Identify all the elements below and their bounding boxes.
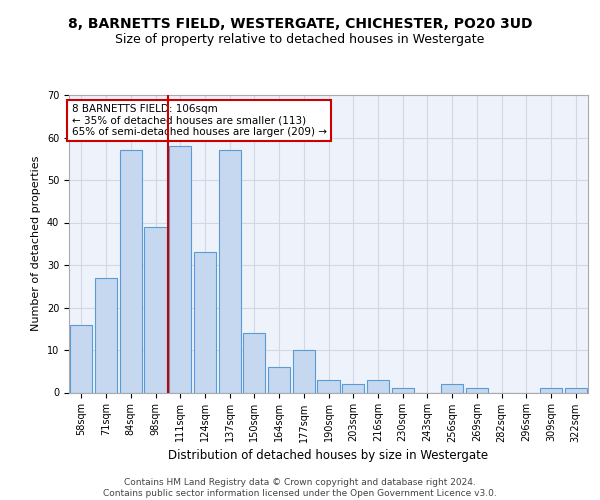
Bar — [218, 150, 241, 392]
Bar — [194, 252, 216, 392]
Bar — [540, 388, 562, 392]
Bar — [268, 367, 290, 392]
Bar — [317, 380, 340, 392]
Text: Contains HM Land Registry data © Crown copyright and database right 2024.
Contai: Contains HM Land Registry data © Crown c… — [103, 478, 497, 498]
X-axis label: Distribution of detached houses by size in Westergate: Distribution of detached houses by size … — [169, 448, 488, 462]
Bar — [119, 150, 142, 392]
Text: Size of property relative to detached houses in Westergate: Size of property relative to detached ho… — [115, 32, 485, 46]
Text: 8, BARNETTS FIELD, WESTERGATE, CHICHESTER, PO20 3UD: 8, BARNETTS FIELD, WESTERGATE, CHICHESTE… — [68, 18, 532, 32]
Bar — [392, 388, 414, 392]
Bar — [342, 384, 364, 392]
Bar — [169, 146, 191, 392]
Bar — [293, 350, 315, 393]
Bar — [367, 380, 389, 392]
Bar — [441, 384, 463, 392]
Bar — [243, 333, 265, 392]
Bar — [466, 388, 488, 392]
Bar — [95, 278, 117, 392]
Y-axis label: Number of detached properties: Number of detached properties — [31, 156, 41, 332]
Bar — [70, 324, 92, 392]
Bar — [145, 227, 167, 392]
Text: 8 BARNETTS FIELD: 106sqm
← 35% of detached houses are smaller (113)
65% of semi-: 8 BARNETTS FIELD: 106sqm ← 35% of detach… — [71, 104, 326, 137]
Bar — [565, 388, 587, 392]
